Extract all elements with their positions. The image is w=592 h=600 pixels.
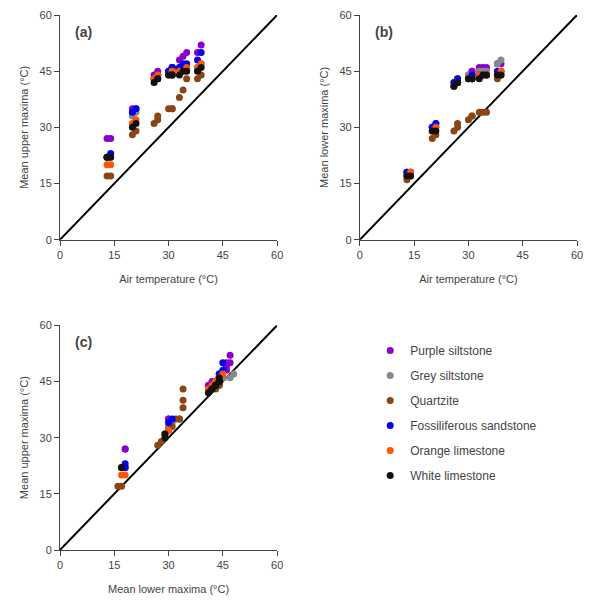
svg-text:60: 60 xyxy=(40,9,52,21)
svg-text:60: 60 xyxy=(339,9,351,21)
svg-text:45: 45 xyxy=(339,65,351,77)
svg-text:60: 60 xyxy=(571,249,583,261)
svg-text:15: 15 xyxy=(40,177,52,189)
svg-text:30: 30 xyxy=(40,432,52,444)
svg-text:0: 0 xyxy=(57,559,63,571)
svg-text:Quartzite: Quartzite xyxy=(410,394,459,408)
svg-text:Air temperature (°C): Air temperature (°C) xyxy=(419,273,518,285)
svg-text:Orange limestone: Orange limestone xyxy=(410,444,505,458)
svg-text:45: 45 xyxy=(517,249,529,261)
svg-text:30: 30 xyxy=(339,121,351,133)
svg-text:(b): (b) xyxy=(375,24,393,40)
svg-text:60: 60 xyxy=(271,559,283,571)
svg-text:15: 15 xyxy=(108,249,120,261)
svg-text:(a): (a) xyxy=(75,24,92,40)
svg-text:30: 30 xyxy=(462,249,474,261)
svg-text:0: 0 xyxy=(46,544,52,556)
svg-text:45: 45 xyxy=(40,65,52,77)
svg-text:0: 0 xyxy=(57,249,63,261)
svg-text:45: 45 xyxy=(217,249,229,261)
svg-text:Mean upper maxima (°C): Mean upper maxima (°C) xyxy=(18,66,30,189)
svg-text:45: 45 xyxy=(217,559,229,571)
svg-text:0: 0 xyxy=(46,234,52,246)
svg-text:Fossiliferous sandstone: Fossiliferous sandstone xyxy=(410,419,536,433)
svg-text:30: 30 xyxy=(162,559,174,571)
svg-text:Air temperature (°C): Air temperature (°C) xyxy=(119,273,218,285)
svg-text:(c): (c) xyxy=(75,334,92,350)
svg-text:Mean lower maxima (°C): Mean lower maxima (°C) xyxy=(318,67,330,188)
svg-text:White limestone: White limestone xyxy=(410,469,496,483)
svg-text:15: 15 xyxy=(408,249,420,261)
svg-text:15: 15 xyxy=(339,177,351,189)
svg-text:Mean upper maxima (°C): Mean upper maxima (°C) xyxy=(18,376,30,499)
svg-text:Purple siltstone: Purple siltstone xyxy=(410,344,492,358)
svg-text:Grey siltstone: Grey siltstone xyxy=(410,369,484,383)
svg-text:45: 45 xyxy=(40,375,52,387)
svg-text:30: 30 xyxy=(162,249,174,261)
svg-text:60: 60 xyxy=(40,319,52,331)
svg-text:0: 0 xyxy=(346,234,352,246)
svg-text:30: 30 xyxy=(40,121,52,133)
svg-text:60: 60 xyxy=(271,249,283,261)
svg-text:0: 0 xyxy=(357,249,363,261)
svg-text:15: 15 xyxy=(108,559,120,571)
svg-text:Mean lower maxima (°C): Mean lower maxima (°C) xyxy=(108,583,229,595)
svg-text:15: 15 xyxy=(40,488,52,500)
